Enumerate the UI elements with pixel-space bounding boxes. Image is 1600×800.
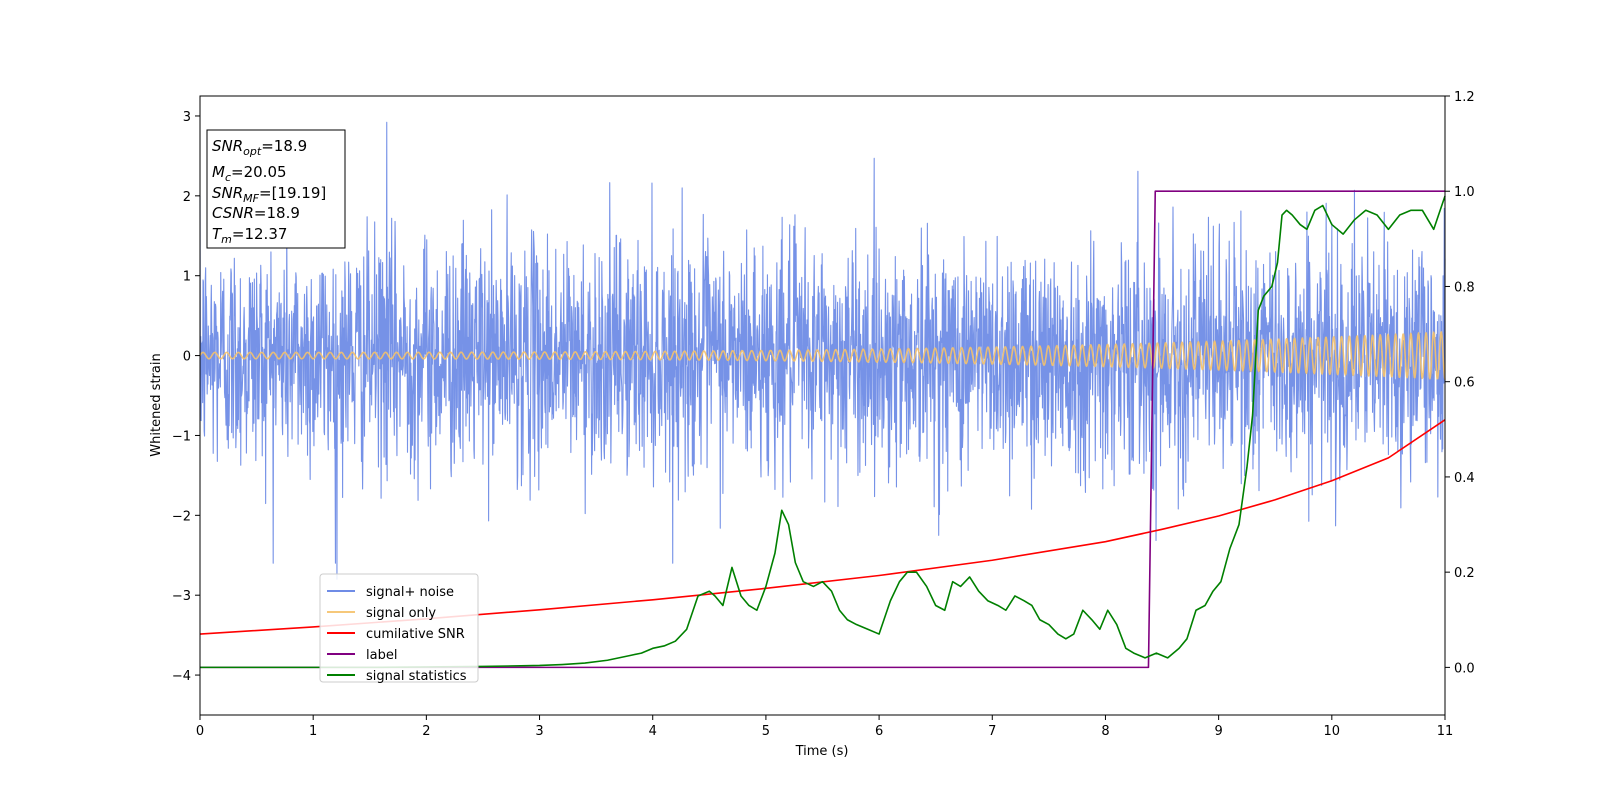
info-box-lines: SNRopt=18.9 Mc=20.05SNRMF=[19.19]CSNR=18.… bbox=[212, 137, 326, 246]
y-tick-label-2: −2 bbox=[172, 509, 191, 524]
x-tick-label-7: 7 bbox=[988, 724, 996, 739]
legend: signal+ noise signal only cumilative SNR la… bbox=[319, 573, 479, 684]
y2-tick-label-0: 0.0 bbox=[1454, 661, 1475, 676]
info-box: SNRopt=18.9 Mc=20.05SNRMF=[19.19]CSNR=18.… bbox=[206, 129, 346, 249]
y2-tick-label-3: 0.6 bbox=[1454, 376, 1475, 391]
plot-frame bbox=[199, 95, 1446, 716]
y-tick-label-3: −1 bbox=[172, 429, 191, 444]
x-tick-label-8: 8 bbox=[1101, 724, 1109, 739]
x-tick-label-4: 4 bbox=[649, 724, 657, 739]
series-line-3 bbox=[200, 190, 1445, 669]
y2-tick-label-1: 0.2 bbox=[1454, 566, 1475, 581]
legend-label-2: cumilative SNR bbox=[366, 627, 465, 642]
x-tick-label-11: 11 bbox=[1437, 724, 1454, 739]
legend-label-3: label bbox=[366, 648, 397, 663]
series-line-1 bbox=[199, 331, 1446, 380]
x-tick-label-2: 2 bbox=[422, 724, 430, 739]
y2-tick-label-2: 0.4 bbox=[1454, 471, 1475, 486]
legend-label-4: signal statistics bbox=[366, 669, 467, 684]
x-tick-label-6: 6 bbox=[875, 724, 883, 739]
x-tick-label-3: 3 bbox=[535, 724, 543, 739]
y-tick-label-4: 0 bbox=[183, 350, 191, 365]
x-tick-label-9: 9 bbox=[1214, 724, 1222, 739]
x-tick-label-5: 5 bbox=[762, 724, 770, 739]
y2-tick-label-4: 0.8 bbox=[1454, 280, 1475, 295]
axes: 0 1 2 3 4 5 6 7 8 9 10 11 −4 −3 −2 −1 0 1 2 3 0.0 0.2 0.4 0.6 0.… bbox=[172, 90, 1475, 739]
info-line-0: SNRopt=18.9 bbox=[212, 137, 307, 158]
y-tick-label-5: 1 bbox=[183, 270, 191, 285]
info-line-1: Mc=20.05 bbox=[212, 163, 287, 184]
y-tick-label-0: −4 bbox=[172, 669, 191, 684]
legend-label-1: signal only bbox=[366, 606, 436, 621]
y2-tick-label-6: 1.2 bbox=[1454, 90, 1475, 105]
x-tick-label-10: 10 bbox=[1324, 724, 1341, 739]
x-tick-label-0: 0 bbox=[196, 724, 204, 739]
series-line-4 bbox=[200, 195, 1446, 669]
y-axis-label: Whitened strain bbox=[149, 353, 164, 456]
legend-label-0: signal+ noise bbox=[366, 585, 454, 600]
info-box-frame bbox=[206, 129, 346, 249]
legend-frame bbox=[319, 573, 479, 683]
legend-items: signal+ noise signal only cumilative SNR la… bbox=[327, 585, 467, 684]
x-axis-label: Time (s) bbox=[795, 744, 849, 759]
y-tick-label-1: −3 bbox=[172, 589, 191, 604]
info-line-3: CSNR=18.9 bbox=[212, 204, 300, 222]
info-line-2: SNRMF=[19.19] bbox=[212, 184, 326, 205]
y2-tick-label-5: 1.0 bbox=[1454, 185, 1475, 200]
x-tick-label-1: 1 bbox=[309, 724, 317, 739]
y-tick-label-6: 2 bbox=[183, 190, 191, 205]
y-tick-label-7: 3 bbox=[183, 110, 191, 125]
series-line-0 bbox=[199, 121, 1446, 580]
info-line-4: Tm=12.37 bbox=[212, 225, 287, 246]
